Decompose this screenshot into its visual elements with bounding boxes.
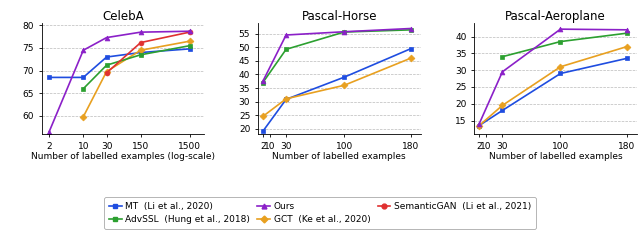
Legend: MT  (Li et al., 2020), AdvSSL  (Hung et al., 2018), Ours, GCT  (Ke et al., 2020): MT (Li et al., 2020), AdvSSL (Hung et al… [104, 197, 536, 229]
X-axis label: Number of labelled examples (log-scale): Number of labelled examples (log-scale) [31, 152, 215, 161]
Ours [259, 80, 267, 83]
SemanticGAN  (Li et al., 2021) [186, 31, 193, 33]
GCT  (Ke et al., 2020) [623, 45, 630, 48]
MT  (Li et al., 2020) [103, 56, 111, 58]
Line: Ours: Ours [47, 29, 192, 134]
Ours [79, 49, 87, 52]
Line: MT  (Li et al., 2020): MT (Li et al., 2020) [477, 56, 629, 128]
AdvSSL  (Hung et al., 2018) [623, 32, 630, 35]
MT  (Li et al., 2020) [340, 76, 348, 79]
Line: AdvSSL  (Hung et al., 2018): AdvSSL (Hung et al., 2018) [81, 43, 192, 91]
MT  (Li et al., 2020) [186, 48, 193, 50]
Ours [476, 122, 483, 125]
MT  (Li et al., 2020) [557, 72, 564, 75]
GCT  (Ke et al., 2020) [406, 57, 414, 60]
Line: GCT  (Ke et al., 2020): GCT (Ke et al., 2020) [260, 56, 413, 119]
GCT  (Ke et al., 2020) [340, 84, 348, 87]
MT  (Li et al., 2020) [79, 76, 87, 79]
Line: SemanticGAN  (Li et al., 2021): SemanticGAN (Li et al., 2021) [104, 30, 192, 75]
Ours [557, 28, 564, 30]
Ours [103, 36, 111, 39]
AdvSSL  (Hung et al., 2018) [137, 53, 145, 56]
GCT  (Ke et al., 2020) [259, 115, 267, 118]
AdvSSL  (Hung et al., 2018) [186, 44, 193, 47]
MT  (Li et al., 2020) [499, 109, 506, 112]
AdvSSL  (Hung et al., 2018) [499, 55, 506, 58]
Ours [340, 30, 348, 33]
SemanticGAN  (Li et al., 2021) [137, 41, 145, 44]
X-axis label: Number of labelled examples: Number of labelled examples [273, 152, 406, 161]
AdvSSL  (Hung et al., 2018) [79, 87, 87, 90]
Ours [186, 30, 193, 33]
GCT  (Ke et al., 2020) [282, 97, 290, 100]
SemanticGAN  (Li et al., 2021) [103, 72, 111, 74]
MT  (Li et al., 2020) [45, 76, 53, 79]
Ours [499, 70, 506, 73]
Line: Ours: Ours [260, 26, 413, 84]
MT  (Li et al., 2020) [623, 57, 630, 60]
Line: GCT  (Ke et al., 2020): GCT (Ke et al., 2020) [81, 39, 192, 119]
GCT  (Ke et al., 2020) [186, 40, 193, 43]
MT  (Li et al., 2020) [259, 130, 267, 133]
AdvSSL  (Hung et al., 2018) [103, 64, 111, 67]
Ours [282, 34, 290, 36]
Line: Ours: Ours [477, 27, 629, 126]
GCT  (Ke et al., 2020) [557, 65, 564, 68]
Title: Pascal-Aeroplane: Pascal-Aeroplane [505, 10, 606, 23]
Ours [45, 130, 53, 133]
Line: AdvSSL  (Hung et al., 2018): AdvSSL (Hung et al., 2018) [500, 31, 629, 59]
AdvSSL  (Hung et al., 2018) [340, 31, 348, 33]
GCT  (Ke et al., 2020) [476, 124, 483, 127]
Title: Pascal-Horse: Pascal-Horse [301, 10, 377, 23]
GCT  (Ke et al., 2020) [499, 104, 506, 107]
GCT  (Ke et al., 2020) [103, 70, 111, 73]
Ours [406, 27, 414, 30]
AdvSSL  (Hung et al., 2018) [282, 48, 290, 51]
MT  (Li et al., 2020) [406, 47, 414, 50]
Line: AdvSSL  (Hung et al., 2018): AdvSSL (Hung et al., 2018) [260, 27, 413, 85]
MT  (Li et al., 2020) [476, 124, 483, 127]
Ours [623, 28, 630, 31]
AdvSSL  (Hung et al., 2018) [406, 28, 414, 31]
GCT  (Ke et al., 2020) [79, 116, 87, 118]
Line: MT  (Li et al., 2020): MT (Li et al., 2020) [47, 46, 192, 80]
Line: MT  (Li et al., 2020): MT (Li et al., 2020) [260, 46, 413, 134]
X-axis label: Number of labelled examples: Number of labelled examples [489, 152, 622, 161]
Line: GCT  (Ke et al., 2020): GCT (Ke et al., 2020) [477, 44, 629, 128]
Ours [137, 31, 145, 33]
GCT  (Ke et al., 2020) [137, 49, 145, 52]
MT  (Li et al., 2020) [137, 51, 145, 54]
Title: CelebA: CelebA [102, 10, 144, 23]
AdvSSL  (Hung et al., 2018) [259, 81, 267, 84]
AdvSSL  (Hung et al., 2018) [557, 40, 564, 43]
MT  (Li et al., 2020) [282, 98, 290, 101]
